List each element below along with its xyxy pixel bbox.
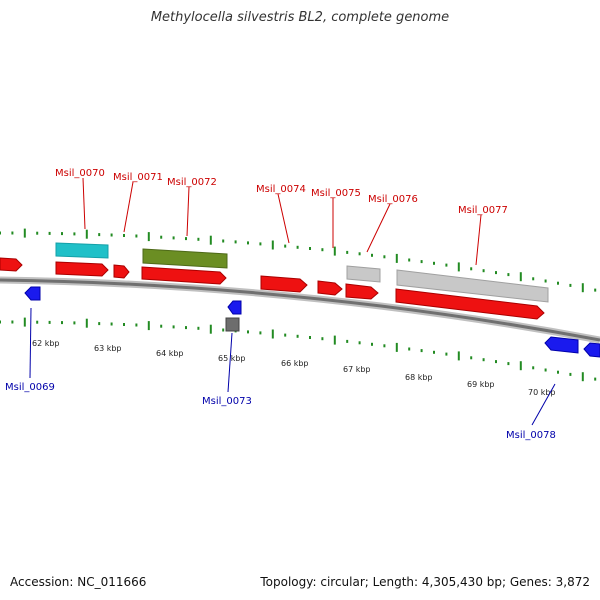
scale-label: 67 kbp xyxy=(343,365,371,374)
forward-gene xyxy=(395,288,545,320)
forward-gene xyxy=(0,257,23,272)
scale-labels: 62 kbp 63 kbp 64 kbp 65 kbp 66 kbp 67 kb… xyxy=(32,339,556,397)
genome-summary-text: Topology: circular; Length: 4,305,430 bp… xyxy=(260,575,590,589)
scale-label: 65 kbp xyxy=(218,354,246,363)
scale-label: 69 kbp xyxy=(467,380,495,389)
feature-gray xyxy=(396,269,549,303)
forward-gene xyxy=(55,261,109,277)
gene-label: Msil_0078 xyxy=(506,430,556,441)
scale-label: 62 kbp xyxy=(32,339,60,348)
reverse-tick-track xyxy=(0,317,597,382)
scale-label: 63 kbp xyxy=(94,344,122,353)
forward-tick-track xyxy=(0,228,597,293)
reverse-gene-track xyxy=(24,286,600,358)
forward-gene xyxy=(345,283,379,300)
accession-text: Accession: NC_011666 xyxy=(10,575,147,589)
feature-green xyxy=(142,248,228,269)
reverse-gene-gray xyxy=(225,317,240,332)
gene-label: Msil_0071 xyxy=(113,172,163,183)
gene-label: Msil_0076 xyxy=(368,194,418,205)
reverse-gene xyxy=(227,300,242,315)
feature-track xyxy=(55,242,549,303)
forward-gene xyxy=(113,264,130,279)
reverse-gene xyxy=(583,342,600,358)
forward-gene xyxy=(260,275,308,293)
scale-label: 70 kbp xyxy=(528,388,556,397)
gene-label: Msil_0077 xyxy=(458,205,508,216)
scale-label: 66 kbp xyxy=(281,359,309,368)
forward-label-track: Msil_0070 Msil_0071 Msil_0072 Msil_0074 … xyxy=(55,168,508,266)
forward-gene xyxy=(317,280,343,296)
gene-label: Msil_0069 xyxy=(5,382,55,393)
reverse-gene xyxy=(24,286,41,301)
forward-gene-track xyxy=(0,257,545,320)
gene-label: Msil_0074 xyxy=(256,184,306,195)
gene-label: Msil_0073 xyxy=(202,396,252,407)
gene-label: Msil_0070 xyxy=(55,168,105,179)
gene-label: Msil_0072 xyxy=(167,177,217,188)
reverse-gene xyxy=(544,336,579,354)
reverse-label-track: Msil_0069 Msil_0073 Msil_0078 xyxy=(5,307,556,441)
gene-label: Msil_0075 xyxy=(311,188,361,199)
scale-label: 68 kbp xyxy=(405,373,433,382)
forward-gene xyxy=(141,266,227,285)
map-title: Methylocella silvestris BL2, complete ge… xyxy=(150,10,450,25)
feature-cyan xyxy=(55,242,109,259)
scale-label: 64 kbp xyxy=(156,349,184,358)
feature-gray xyxy=(346,265,381,283)
